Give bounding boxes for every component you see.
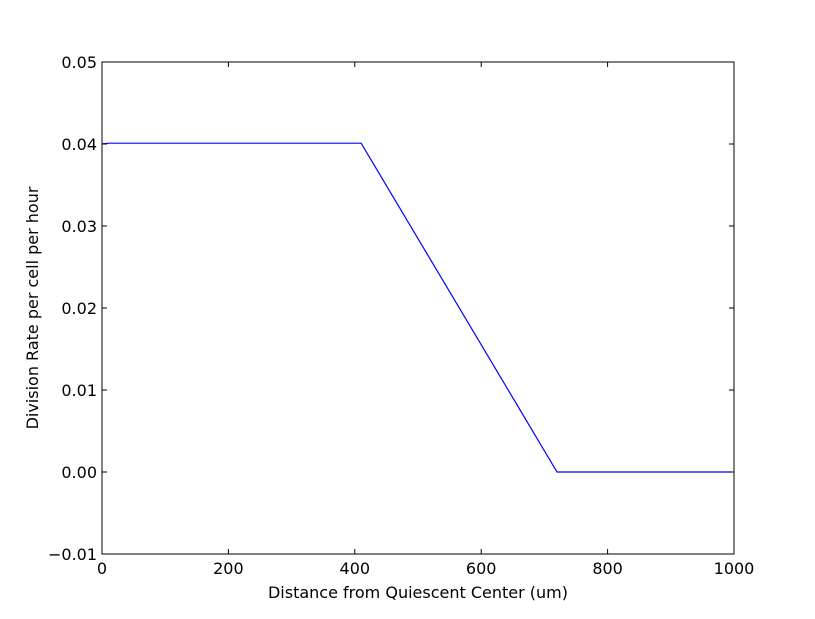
tick-layer: 0 200 400 600 800 1000 −0.01 0.00 0.01 0.02 0.03 0.…	[48, 53, 754, 578]
series-layer	[101, 142, 731, 473]
x-tick-label: 400	[340, 559, 371, 578]
y-axis-label: Division Rate per cell per hour	[23, 186, 42, 429]
y-tick-label: 0.05	[61, 53, 97, 72]
x-tick-label: 200	[213, 559, 244, 578]
x-tick-label: 800	[592, 559, 623, 578]
y-tick-label: 0.03	[61, 217, 97, 236]
y-tick-label: 0.00	[61, 463, 97, 482]
y-tick-label: 0.04	[61, 135, 97, 154]
y-tick-label: 0.02	[61, 299, 97, 318]
x-tick-label: 600	[466, 559, 497, 578]
y-tick-label: 0.01	[61, 381, 97, 400]
y-tick-label: −0.01	[48, 545, 97, 564]
plot-area	[102, 62, 734, 554]
x-tick-label: 1000	[714, 559, 755, 578]
series-line-0	[101, 142, 731, 473]
x-axis-label: Distance from Quiescent Center (um)	[268, 583, 568, 602]
x-tick-label: 0	[97, 559, 107, 578]
plot-frame	[101, 61, 735, 555]
